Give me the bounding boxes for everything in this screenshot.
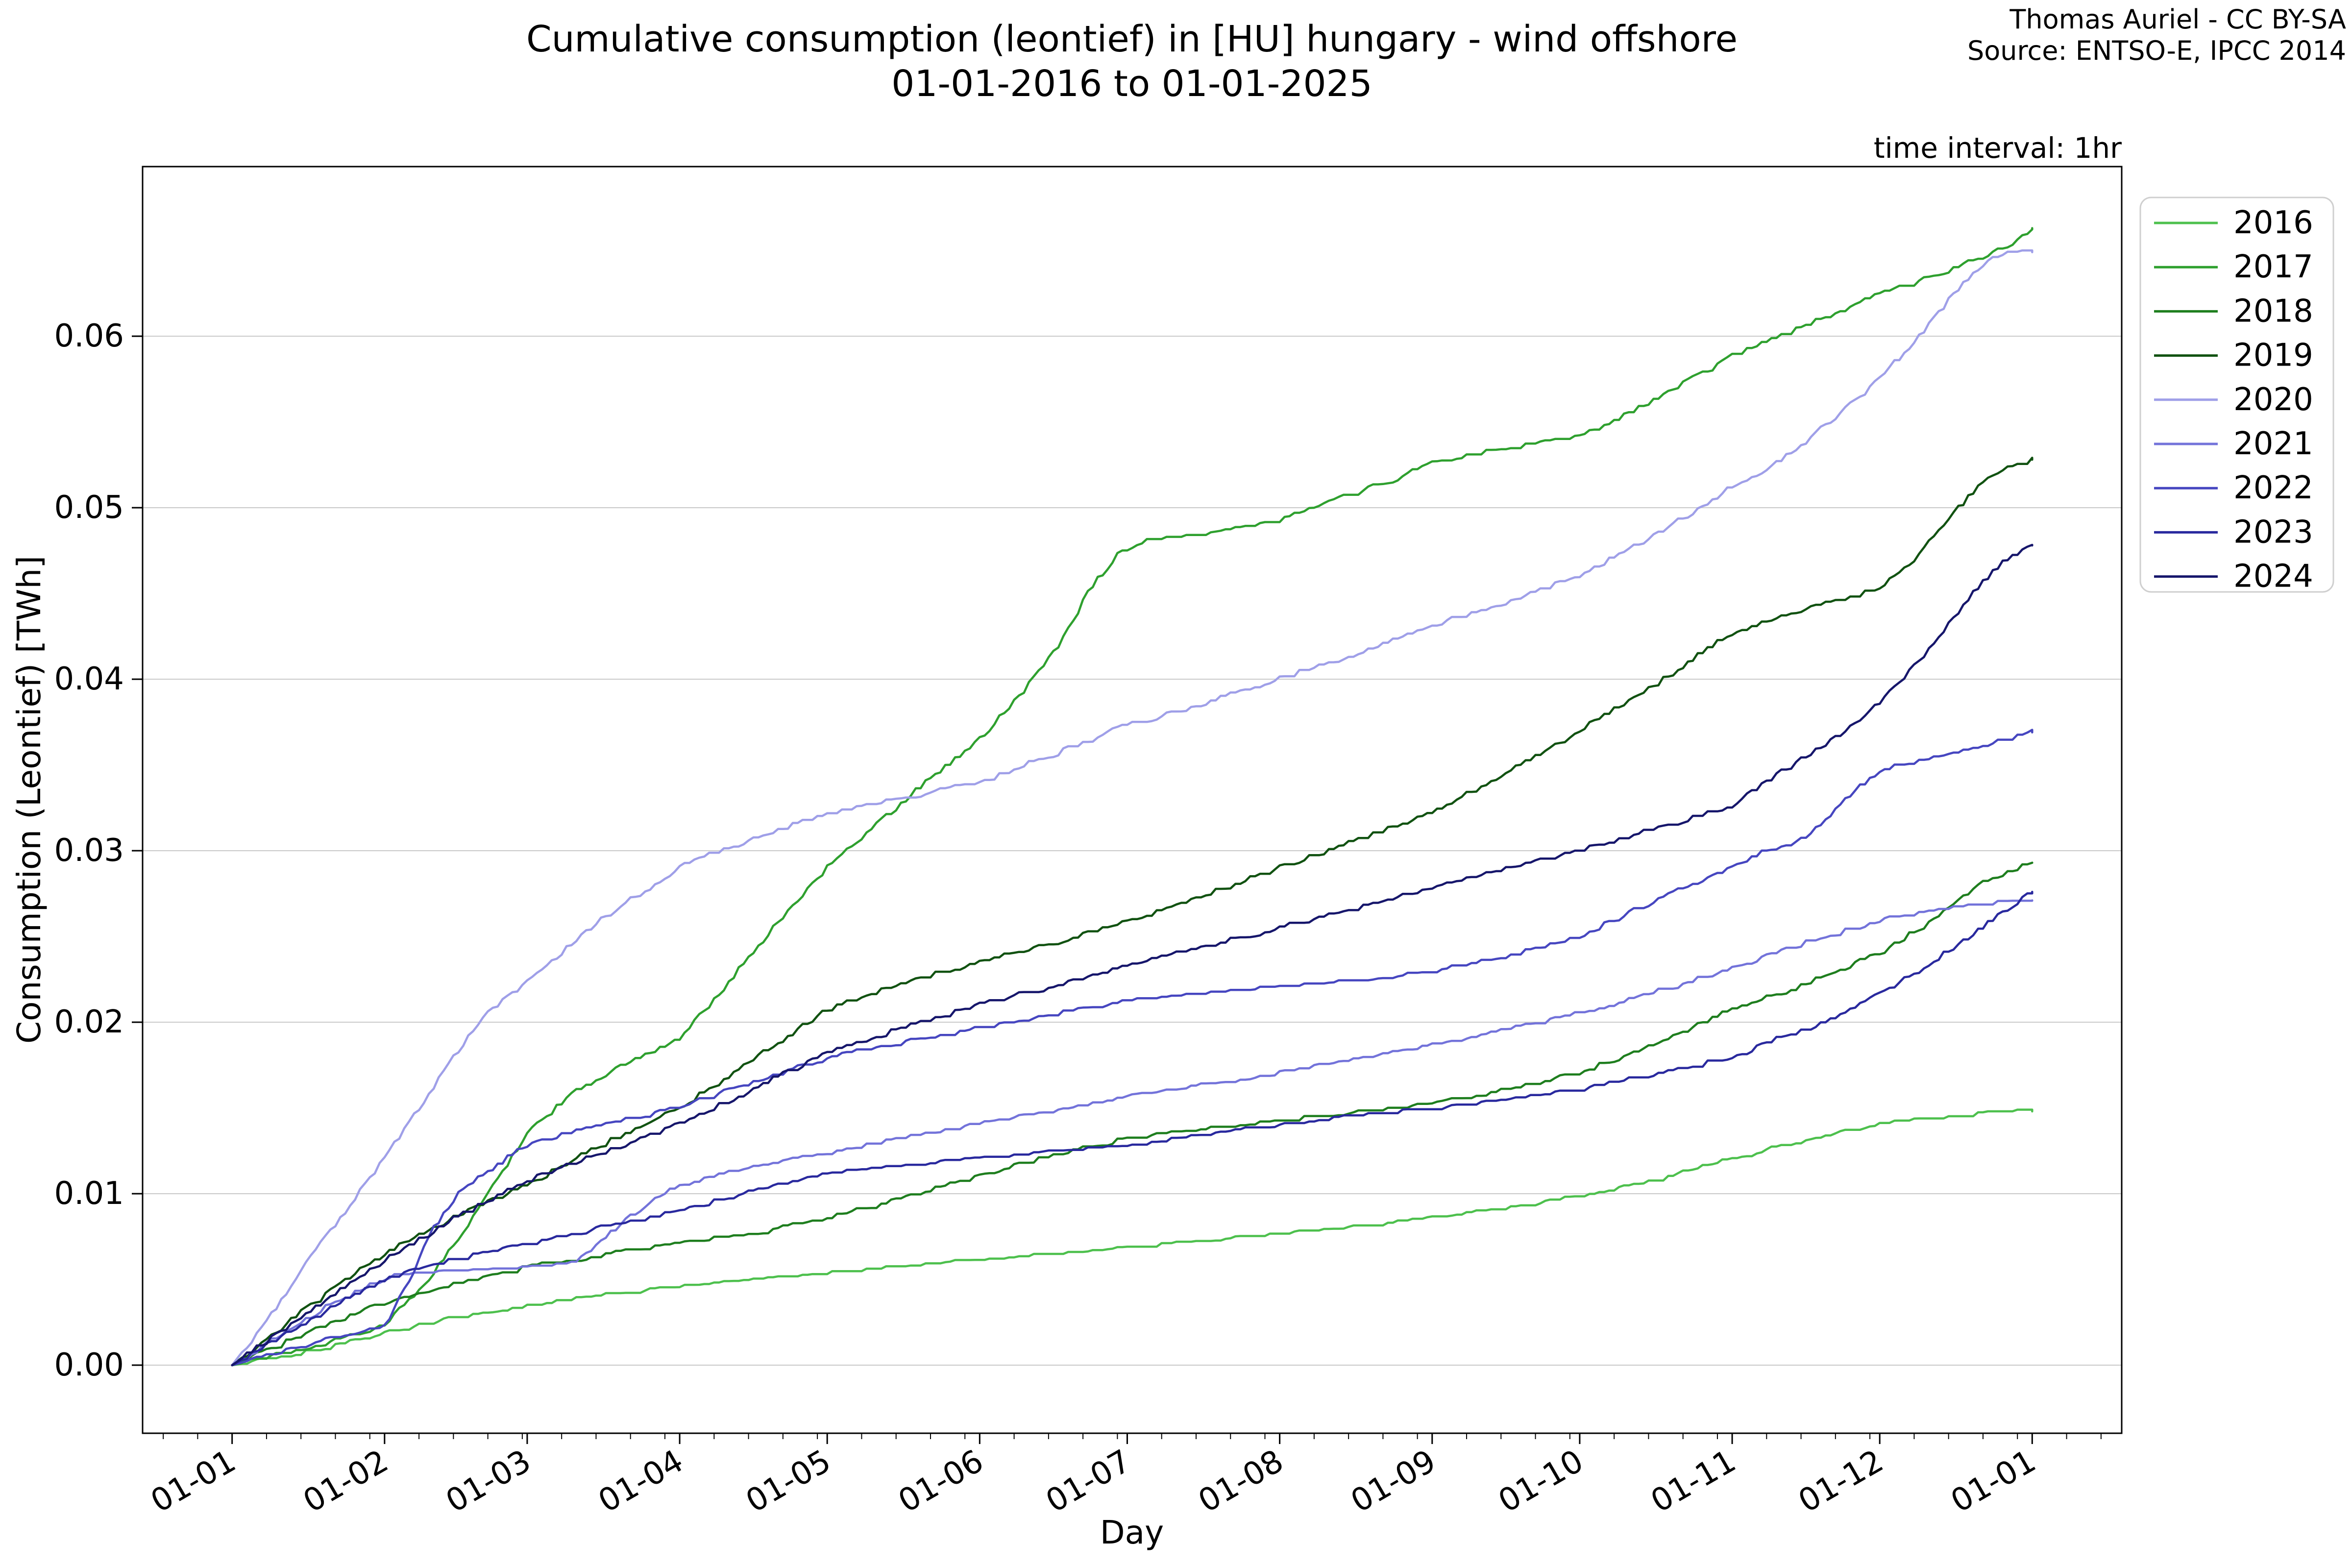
x-tick-label: 01-02 (297, 1443, 394, 1520)
x-tick-label: 01-06 (892, 1443, 989, 1520)
chart-title-line2: 01-01-2016 to 01-01-2025 (891, 63, 1372, 105)
y-tick-label: 0.03 (54, 833, 124, 869)
y-tick-label: 0.05 (54, 490, 124, 526)
series-line-2019 (231, 456, 2034, 1367)
x-tick-label: 01-01 (1945, 1443, 2042, 1520)
x-tick-label: 01-10 (1493, 1443, 1590, 1520)
series-line-2021 (231, 899, 2034, 1367)
x-tick-label: 01-11 (1645, 1443, 1742, 1520)
y-tick-label: 0.02 (54, 1004, 124, 1040)
x-tick-label: 01-08 (1193, 1443, 1290, 1520)
x-tick-label: 01-05 (740, 1443, 837, 1520)
attribution-author: Thomas Auriel - CC BY-SA (2009, 4, 2346, 35)
legend-label-2021: 2021 (2233, 426, 2313, 462)
y-tick-label: 0.00 (54, 1347, 124, 1383)
y-tick-label: 0.04 (54, 661, 124, 697)
x-tick-label: 01-12 (1792, 1443, 1889, 1520)
plot-area: 0.00 0.01 0.02 0.03 0.04 0.05 0.06 01-01 01-02 01… (54, 166, 2334, 1520)
legend-label-2016: 2016 (2233, 205, 2313, 241)
x-tick-label: 01-09 (1345, 1443, 1442, 1520)
x-axis-label: Day (1100, 1514, 1164, 1551)
x-tick-label: 01-03 (440, 1443, 537, 1520)
series-line-2022 (231, 729, 2034, 1367)
x-tick-label: 01-07 (1040, 1443, 1137, 1520)
series-line-2018 (231, 861, 2034, 1367)
y-axis-label: Consumption (Leontief) [TWh] (10, 556, 48, 1044)
legend-label-2019: 2019 (2233, 338, 2313, 374)
series-line-2017 (231, 227, 2034, 1367)
legend-label-2020: 2020 (2233, 382, 2313, 418)
chart-title-line1: Cumulative consumption (leontief) in [HU… (526, 18, 1738, 60)
attribution-source: Source: ENTSO-E, IPCC 2014 (1967, 35, 2346, 66)
legend-label-2018: 2018 (2233, 293, 2313, 329)
legend-label-2024: 2024 (2233, 559, 2313, 595)
x-tick-label: 01-01 (145, 1443, 242, 1520)
series-line-2016 (231, 1108, 2034, 1367)
series-line-2023 (231, 890, 2034, 1367)
legend-label-2022: 2022 (2233, 470, 2313, 506)
legend-box (2139, 196, 2334, 593)
series-line-2020 (231, 249, 2034, 1367)
plot-border (142, 166, 2123, 1434)
x-tick-label: 01-04 (592, 1443, 689, 1520)
y-tick-label: 0.06 (54, 318, 124, 354)
time-interval-note: time interval: 1hr (1874, 131, 2122, 165)
legend-label-2023: 2023 (2233, 514, 2313, 550)
y-tick-label: 0.01 (54, 1176, 124, 1212)
legend-label-2017: 2017 (2233, 249, 2313, 285)
series-line-2024 (231, 543, 2034, 1367)
